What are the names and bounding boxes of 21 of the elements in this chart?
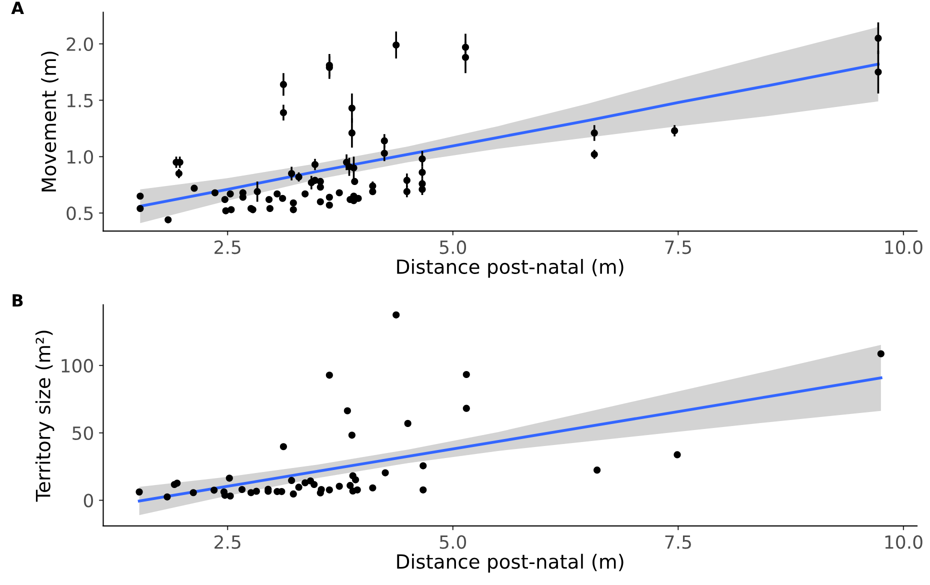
y-tick-label: 50: [72, 426, 94, 440]
y-axis-title: Territory size (m²): [35, 330, 54, 502]
x-tick-label: 7.5: [665, 536, 691, 549]
y-tick-label: 1.5: [67, 94, 93, 108]
x-axis-title: Distance post-natal (m): [397, 554, 624, 573]
y-axis-title: Movement (m): [41, 52, 58, 192]
x-axis-title: Distance post-natal (m): [397, 258, 624, 278]
y-tick-label: 100: [62, 358, 94, 373]
x-tick-label: 10.0: [885, 535, 922, 549]
x-tick-label: 10.0: [885, 240, 922, 254]
chart-title: A: [11, 2, 24, 14]
x-tick-label: 5.0: [440, 240, 466, 254]
x-tick-label: 7.5: [665, 240, 691, 254]
y-tick-label: 0.5: [66, 206, 93, 220]
y-tick-label: 0: [84, 494, 94, 508]
chart-title: B: [12, 294, 23, 306]
x-tick-label: 2.5: [214, 535, 240, 549]
y-tick-label: 1.0: [67, 150, 94, 164]
x-tick-label: 2.5: [214, 240, 240, 254]
y-tick-label: 2.0: [66, 37, 94, 51]
x-tick-label: 5.0: [440, 535, 466, 549]
